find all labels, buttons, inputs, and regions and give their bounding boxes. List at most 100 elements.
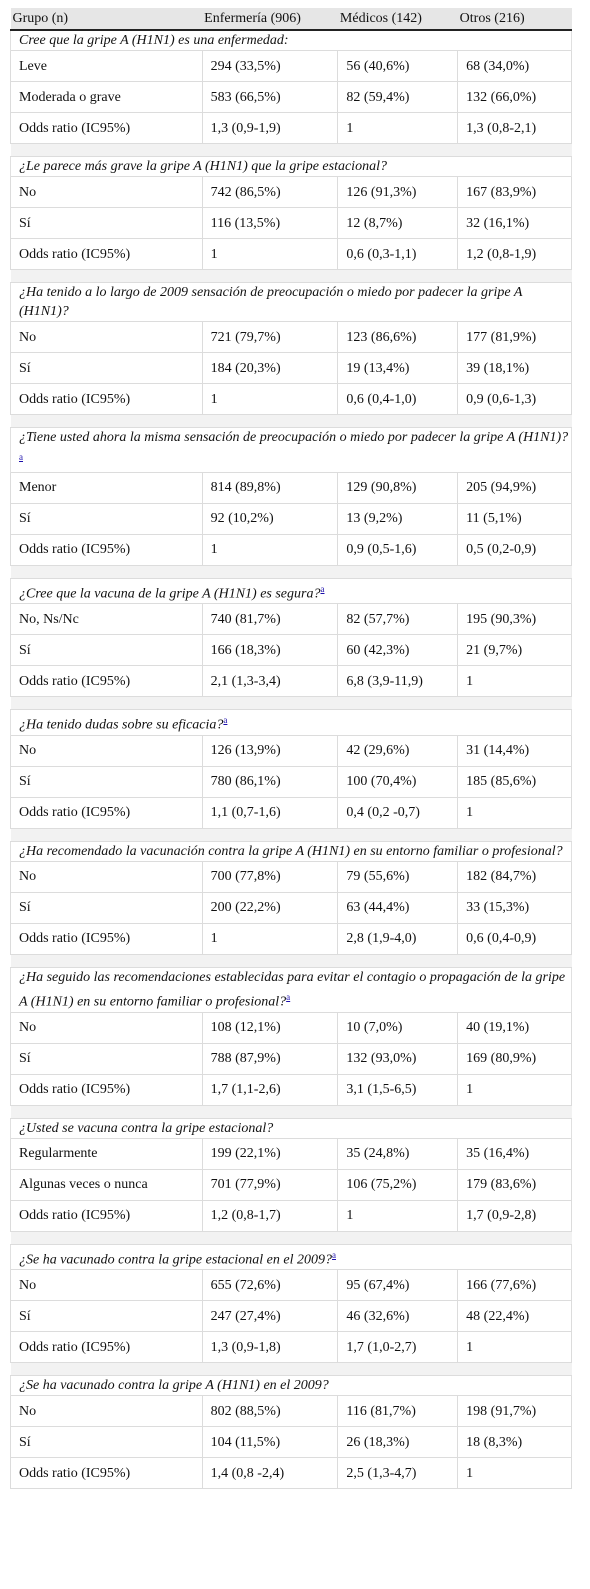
table-row: Sí 116 (13,5%) 12 (8,7%) 32 (16,1%) — [10, 207, 572, 239]
row-label: Odds ratio (IC95%) — [10, 1457, 203, 1490]
table-cell: 167 (83,9%) — [457, 176, 572, 208]
table-cell: 177 (81,9%) — [457, 321, 572, 353]
table-row: No, Ns/Nc 740 (81,7%) 82 (57,7%) 195 (90,3%… — [10, 603, 572, 636]
table-cell: 1 — [337, 1199, 459, 1232]
table-cell: 802 (88,5%) — [201, 1395, 339, 1428]
row-label: No — [10, 1269, 203, 1302]
table-cell: 2,5 (1,3-4,7) — [337, 1457, 459, 1490]
spacer-cell — [10, 1230, 572, 1245]
question-cell: Cree que la gripe A (H1N1) es una enferm… — [10, 29, 572, 51]
question-text: ¿Cree que la vacuna de la gripe A (H1N1)… — [19, 586, 321, 602]
row-label: Odds ratio (IC95%) — [10, 383, 203, 415]
row-label: No — [10, 321, 203, 353]
table-cell: 100 (70,4%) — [337, 765, 459, 798]
section-spacer — [10, 696, 572, 711]
table-cell: 108 (12,1%) — [201, 1011, 339, 1044]
table-cell: 166 (18,3%) — [201, 634, 339, 667]
table-cell: 33 (15,3%) — [457, 891, 572, 924]
question-text: ¿Se ha vacunado contra la gripe A (H1N1)… — [19, 1378, 329, 1394]
table-row: Moderada o grave 583 (66,5%) 82 (59,4%) 132… — [10, 81, 572, 113]
section-spacer — [10, 1104, 572, 1119]
row-label: Sí — [10, 891, 203, 924]
table-cell: 1,7 (0,9-2,8) — [457, 1199, 572, 1232]
row-label: Regularmente — [10, 1137, 203, 1170]
table-cell: 132 (66,0%) — [457, 81, 572, 113]
question-cell: ¿Se ha vacunado contra la gripe estacion… — [10, 1243, 572, 1270]
row-label: No — [10, 1011, 203, 1044]
table-cell: 199 (22,1%) — [201, 1137, 339, 1170]
table-row: Odds ratio (IC95%) 1 2,8 (1,9-4,0) 0,6 (0,4… — [10, 922, 572, 955]
row-label: No — [10, 734, 203, 767]
row-label: No — [10, 860, 203, 893]
table-cell: 106 (75,2%) — [337, 1168, 459, 1201]
survey-results-table: Grupo (n) Enfermería (906) Médicos (142)… — [10, 8, 572, 1490]
footnote-link[interactable]: a — [223, 715, 228, 726]
table-cell: 2,1 (1,3-3,4) — [201, 665, 339, 698]
table-cell: 0,9 (0,6-1,3) — [457, 383, 572, 415]
table-row: No 700 (77,8%) 79 (55,6%) 182 (84,7%) — [10, 860, 572, 893]
table-cell: 2,8 (1,9-4,0) — [337, 922, 459, 955]
table-cell: 184 (20,3%) — [201, 352, 339, 384]
question-text: ¿Ha tenido dudas sobre su eficacia? — [19, 717, 224, 733]
table-cell: 26 (18,3%) — [337, 1426, 459, 1459]
question-cell: ¿Tiene usted ahora la misma sensación de… — [10, 427, 572, 473]
question-cell: ¿Ha tenido dudas sobre su eficacia?a — [10, 709, 572, 736]
table-row: Regularmente 199 (22,1%) 35 (24,8%) 35 (16,… — [10, 1137, 572, 1170]
table-cell: 63 (44,4%) — [337, 891, 459, 924]
table-cell: 780 (86,1%) — [201, 765, 339, 798]
table-row: Sí 104 (11,5%) 26 (18,3%) 18 (8,3%) — [10, 1426, 572, 1459]
footnote-link[interactable]: a — [286, 991, 291, 1002]
table-cell: 95 (67,4%) — [337, 1269, 459, 1302]
footnote-link[interactable]: a — [19, 452, 23, 462]
row-label: Odds ratio (IC95%) — [10, 665, 203, 698]
table-cell: 814 (89,8%) — [201, 471, 339, 504]
row-label: Odds ratio (IC95%) — [10, 1073, 203, 1106]
question-text: ¿Ha tenido a lo largo de 2009 sensación … — [19, 285, 523, 319]
table-cell: 12 (8,7%) — [337, 207, 459, 239]
table-cell: 740 (81,7%) — [201, 603, 339, 636]
row-label: Menor — [10, 471, 203, 504]
question-row: ¿Tiene usted ahora la misma sensación de… — [10, 427, 572, 473]
table-cell: 60 (42,3%) — [337, 634, 459, 667]
table-row: No 126 (13,9%) 42 (29,6%) 31 (14,4%) — [10, 734, 572, 767]
question-row: ¿Cree que la vacuna de la gripe A (H1N1)… — [10, 577, 572, 604]
row-label: Moderada o grave — [10, 81, 203, 113]
table-cell: 1 — [457, 1457, 572, 1490]
table-cell: 0,5 (0,2-0,9) — [457, 533, 572, 566]
table-cell: 11 (5,1%) — [457, 502, 572, 535]
spacer-cell — [10, 1104, 572, 1119]
table-cell: 721 (79,7%) — [201, 321, 339, 353]
row-label: Odds ratio (IC95%) — [10, 1199, 203, 1232]
table-cell: 18 (8,3%) — [457, 1426, 572, 1459]
question-row: ¿Se ha vacunado contra la gripe A (H1N1)… — [10, 1375, 572, 1396]
question-cell: ¿Le parece más grave la gripe A (H1N1) q… — [10, 156, 572, 177]
table-cell: 1 — [457, 665, 572, 698]
table-cell: 247 (27,4%) — [201, 1300, 339, 1333]
table-row: Odds ratio (IC95%) 1,3 (0,9-1,9) 1 1,3 (0,8… — [10, 112, 572, 144]
table-row: Odds ratio (IC95%) 1 0,6 (0,3-1,1) 1,2 (0,8… — [10, 238, 572, 270]
table-cell: 39 (18,1%) — [457, 352, 572, 384]
row-label: Sí — [10, 502, 203, 535]
footnote-link[interactable]: a — [332, 1249, 336, 1260]
spacer-cell — [10, 827, 572, 842]
table-row: Sí 92 (10,2%) 13 (9,2%) 11 (5,1%) — [10, 502, 572, 535]
footnote-link[interactable]: a — [320, 583, 325, 594]
table-cell: 56 (40,6%) — [337, 50, 459, 82]
table-cell: 655 (72,6%) — [201, 1269, 339, 1302]
row-label: Sí — [10, 1300, 203, 1333]
table-row: Odds ratio (IC95%) 1,2 (0,8-1,7) 1 1,7 (0,9… — [10, 1199, 572, 1232]
question-cell: ¿Ha recomendado la vacunación contra la … — [10, 840, 572, 862]
table-cell: 126 (13,9%) — [201, 734, 339, 767]
spacer-cell — [10, 953, 572, 968]
section-spacer — [10, 414, 572, 428]
table-cell: 104 (11,5%) — [201, 1426, 339, 1459]
row-label: Sí — [10, 1426, 203, 1459]
question-text: ¿Ha seguido las recomendaciones establec… — [19, 969, 566, 1010]
table-row: Sí 247 (27,4%) 46 (32,6%) 48 (22,4%) — [10, 1300, 572, 1333]
table-cell: 179 (83,6%) — [457, 1168, 572, 1201]
row-label: No — [10, 1395, 203, 1428]
question-cell: ¿Cree que la vacuna de la gripe A (H1N1)… — [10, 577, 572, 604]
table-cell: 6,8 (3,9-11,9) — [337, 665, 459, 698]
table-row: Odds ratio (IC95%) 1,3 (0,9-1,8) 1,7 (1,0-… — [10, 1331, 572, 1364]
question-text: ¿Se ha vacunado contra la gripe estacion… — [19, 1252, 332, 1268]
